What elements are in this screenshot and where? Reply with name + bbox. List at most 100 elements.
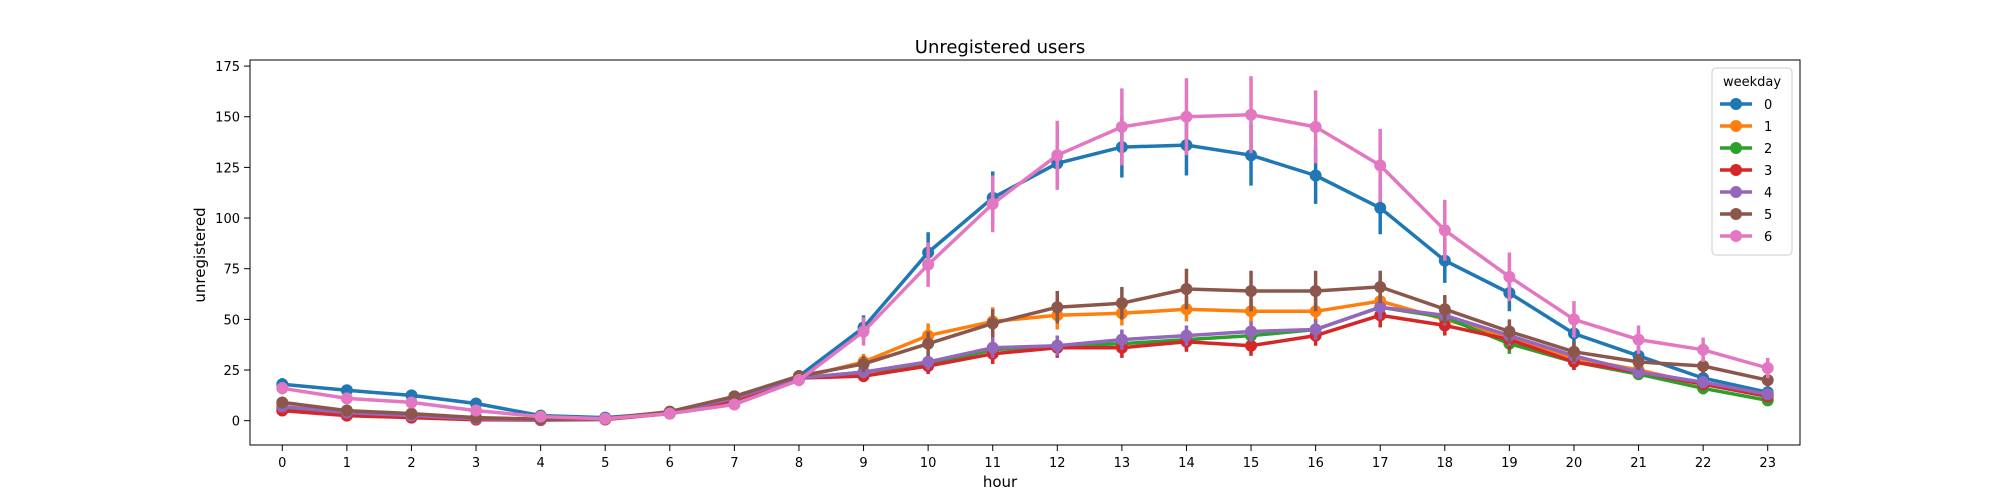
x-tick-label: 21 [1630,456,1647,471]
data-point [1503,270,1516,283]
legend-title: weekday [1723,75,1781,90]
series-line [282,143,1769,420]
data-point [405,396,418,409]
x-tick-label: 3 [472,456,480,471]
y-tick-label: 175 [215,60,240,75]
data-point [1180,329,1193,342]
x-tick-label: 15 [1243,456,1260,471]
data-point [1697,359,1710,372]
data-point [1761,374,1774,387]
data-point [922,337,935,350]
data-point [1632,366,1645,379]
legend-label: 6 [1764,230,1772,245]
data-point [340,404,353,417]
series-line [282,285,1769,421]
legend-box [1711,67,1793,256]
y-tick-label: 0 [232,415,240,430]
data-point [1051,339,1064,352]
data-point [1309,323,1322,336]
legend-swatch-marker [1730,98,1742,110]
legend: weekday 0 1 2 3 4 5 6 [1711,67,1793,256]
data-point [857,357,870,370]
data-point [470,404,483,417]
data-point [1115,120,1128,133]
legend-label: 0 [1764,98,1772,113]
data-point [1051,149,1064,162]
x-tick-label: 5 [601,456,609,471]
x-tick-label: 17 [1372,456,1389,471]
data-point [1632,355,1645,368]
y-tick-label: 25 [223,364,240,379]
legend-label: 3 [1764,164,1772,179]
data-point [1567,313,1580,326]
x-tick-label: 13 [1114,456,1131,471]
data-point [986,341,999,354]
x-tick-label: 2 [407,456,415,471]
data-point [728,398,741,411]
legend-swatch-marker [1730,230,1742,242]
data-point [1567,345,1580,358]
plot-area: 0 1 2 3 4 5 6 7 8 9 10 11 12 13 14 15 16 17 18 19 20 21 22 2302… [215,60,1776,471]
y-tick-label: 100 [215,212,240,227]
plot-frame [249,59,1801,446]
data-point [1245,149,1258,162]
data-point [1374,301,1387,314]
data-point [986,197,999,210]
legend-label: 4 [1764,186,1772,201]
data-point [1309,169,1322,182]
x-tick-label: 20 [1566,456,1583,471]
data-point [1115,297,1128,310]
data-point [1245,325,1258,338]
legend-swatch-marker [1730,120,1742,132]
series-1 [276,288,1774,426]
x-tick-label: 14 [1178,456,1195,471]
x-tick-label: 8 [795,456,803,471]
y-tick-label: 150 [215,111,240,126]
x-tick-label: 18 [1437,456,1454,471]
chart-title: Unregistered users [915,37,1085,58]
y-axis-label: unregistered [191,207,209,302]
data-point [1374,201,1387,214]
series-line [282,299,1768,422]
series-line [282,305,1769,422]
data-point [1632,333,1645,346]
data-point [340,392,353,405]
series-0 [276,114,1774,424]
data-point [1438,303,1451,316]
legend-swatch-marker [1730,164,1742,176]
data-point [1503,325,1516,338]
legend-swatch-marker [1730,208,1742,220]
x-tick-label: 11 [984,456,1001,471]
data-point [1180,282,1193,295]
data-point [1374,159,1387,172]
y-tick-label: 50 [223,313,240,328]
x-tick-label: 23 [1759,456,1776,471]
legend-label: 1 [1764,120,1772,135]
x-tick-label: 19 [1501,456,1518,471]
data-point [922,258,935,271]
data-point [1761,362,1774,374]
data-point [1697,376,1710,389]
legend-swatch-marker [1730,142,1742,154]
data-point [1697,343,1710,356]
x-tick-label: 4 [536,456,544,471]
data-point [599,412,612,425]
series-line [282,112,1769,421]
y-tick-label: 75 [223,263,240,278]
data-point [276,396,289,409]
data-point [1309,120,1322,133]
data-point [1051,301,1064,314]
data-point [1438,224,1451,237]
data-point [1245,339,1258,352]
x-tick-label: 9 [859,456,867,471]
series-line [282,305,1769,422]
data-point [276,382,289,395]
y-tick-label: 125 [215,161,240,176]
data-point [1761,388,1774,401]
legend-label: 2 [1764,142,1772,157]
data-point [405,407,418,420]
data-point [1180,110,1193,123]
data-point [792,374,805,387]
x-tick-label: 12 [1049,456,1066,471]
